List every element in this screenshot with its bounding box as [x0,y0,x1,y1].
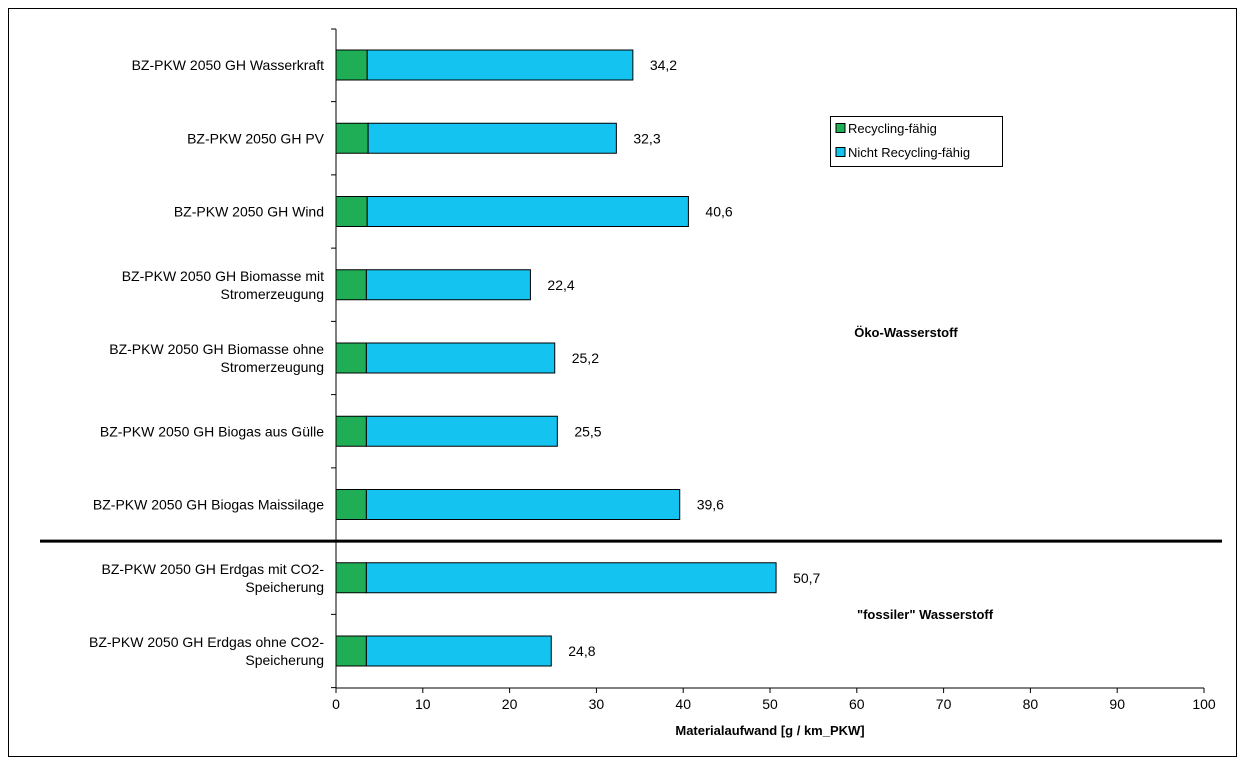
bar-segment-recycling [335,122,369,154]
bar-segment-recycling [335,196,368,227]
category-label: BZ-PKW 2050 GH Biomasse ohne Stromerzeugu… [109,341,324,375]
data-label: 22,4 [547,277,574,293]
legend-swatch-recycling [835,123,846,133]
x-tick-label: 70 [936,696,952,712]
bar-segment-recycling [335,342,367,374]
bars-layer [335,49,777,667]
axes-layer [40,28,1222,693]
category-label: BZ-PKW 2050 GH Biogas Maissilage [93,497,324,513]
bar-segment-non-recycling [365,342,556,374]
data-label: 50,7 [793,570,820,586]
category-label: BZ-PKW 2050 GH Erdgas mit CO2-Speicherun… [101,561,324,595]
bar-segment-recycling [335,269,367,301]
x-tick-label: 60 [849,696,865,712]
bar-segment-non-recycling [365,635,552,667]
x-tick-label: 30 [589,696,605,712]
x-tick-label: 0 [332,696,340,712]
annotation-oeko-wasserstoff: Öko-Wasserstoff [854,325,958,340]
category-label: BZ-PKW 2050 GH Wind [174,204,324,220]
x-tick-label: 80 [1023,696,1039,712]
bar-segment-recycling [335,49,368,81]
x-tick-label: 20 [502,696,518,712]
bar-segment-non-recycling [366,196,689,227]
x-tick-label: 40 [675,696,691,712]
bar-segment-non-recycling [367,122,617,154]
legend-box [830,116,1003,167]
category-label: BZ-PKW 2050 GH PV [187,130,325,146]
data-label: 32,3 [633,130,660,146]
data-label: 24,8 [568,643,595,659]
data-label: 25,5 [574,423,601,439]
x-tick-label: 50 [762,696,778,712]
bar-segment-non-recycling [365,269,531,301]
labels-layer: 34,2 BZ-PKW 2050 GH Wasserkraft 32,3 BZ-PKW… [89,57,1216,712]
bar-segment-non-recycling [365,415,558,447]
chart-frame [8,8,1237,757]
category-label: BZ-PKW 2050 GH Biomasse mit Stromerzeugun… [122,268,324,302]
bar-segment-non-recycling [365,562,777,594]
category-label: BZ-PKW 2050 GH Erdgas ohne CO2-Speicheru… [89,634,324,668]
x-tick-label: 90 [1109,696,1125,712]
annotation-fossiler-wasserstoff: "fossiler" Wasserstoff [857,607,994,622]
legend-label-non-recycling: Nicht Recycling-fähig [848,145,970,160]
category-label: BZ-PKW 2050 GH Wasserkraft [132,57,325,73]
data-label: 25,2 [572,350,599,366]
data-label: 34,2 [650,57,677,73]
bar-segment-recycling [335,562,367,594]
data-label: 40,6 [705,204,732,220]
bar-segment-recycling [335,415,367,447]
bar-segment-recycling [335,635,367,667]
category-label: BZ-PKW 2050 GH Biogas aus Gülle [100,423,324,439]
legend-swatch-non-recycling [835,147,846,157]
x-tick-label: 100 [1192,696,1216,712]
bar-segment-recycling [335,489,367,520]
x-axis-title: Materialaufwand [g / km_PKW] [675,723,864,738]
bar-segment-non-recycling [365,489,681,520]
bar-segment-non-recycling [366,49,634,81]
data-label: 39,6 [697,497,724,513]
legend: Recycling-fähig Nicht Recycling-fähig [830,116,1003,167]
legend-label-recycling: Recycling-fähig [848,121,937,136]
x-tick-label: 10 [415,696,431,712]
